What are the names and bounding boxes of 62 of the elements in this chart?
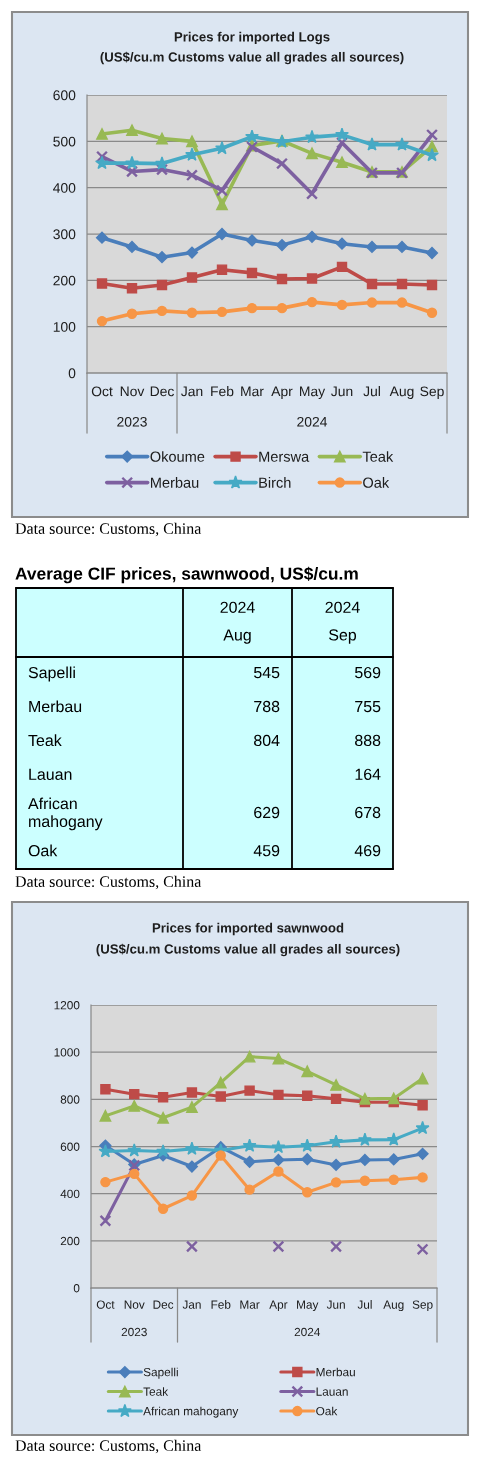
text: Average CIF prices, sawnwood, US$/cu.m — [15, 566, 358, 584]
y-tick-label: 0 — [68, 368, 76, 379]
legend-label: Birch — [259, 477, 291, 488]
y-tick-label: 800 — [60, 1095, 80, 1104]
y-tick-label: 400 — [60, 1189, 80, 1199]
x-tick-label: Jul — [363, 386, 380, 397]
y-tick-label: 1000 — [54, 1048, 80, 1057]
y-tick-label: 600 — [60, 1142, 80, 1151]
x-tick-label: Aug — [389, 386, 414, 399]
x-tick-label: Aug — [383, 1300, 404, 1312]
x-tick-label: Dec — [153, 1300, 174, 1309]
x-tick-label: Apr — [269, 1300, 288, 1312]
legend-label: African mahogany — [143, 1406, 239, 1418]
x-tick-label: Oct — [91, 386, 113, 397]
legend-label: Oak — [363, 477, 390, 488]
text: 2024 — [294, 1327, 321, 1337]
chart-title: Prices for imported Logs — [174, 31, 330, 45]
x-tick-label: Jan — [181, 386, 203, 397]
chart-subtitle: (US$/cu.m Customs value all grades all sources) — [96, 943, 400, 957]
text: 2024 — [297, 416, 328, 427]
text: 2023 — [121, 1327, 147, 1337]
y-tick-label: 500 — [53, 136, 76, 147]
x-tick-label: Jan — [182, 1300, 201, 1309]
y-tick-label: 0 — [73, 1284, 80, 1293]
x-tick-label: Mar — [241, 386, 264, 397]
x-tick-label: Nov — [124, 1300, 145, 1309]
text: 2023 — [117, 416, 147, 427]
source-note: Data source: Customs, China — [15, 1439, 202, 1454]
x-tick-label: Sep — [412, 1300, 433, 1312]
legend-label: Okoume — [150, 451, 205, 462]
x-tick-label: Nov — [120, 386, 145, 397]
y-tick-label: 200 — [60, 1236, 80, 1246]
y-tick-label: 100 — [53, 322, 76, 332]
legend-label: Lauan — [316, 1387, 348, 1396]
x-tick-label: Dec — [150, 386, 174, 397]
legend-label: Teak — [143, 1387, 169, 1396]
x-tick-label: Oct — [96, 1300, 115, 1309]
legend-label: Oak — [316, 1406, 338, 1416]
x-tick-label: Sep — [420, 386, 444, 399]
y-tick-label: 200 — [53, 275, 76, 286]
source-note: Data source: Customs, China — [15, 522, 202, 537]
chart-title: Prices for imported sawnwood — [152, 922, 344, 936]
y-tick-label: 300 — [53, 229, 76, 240]
x-tick-label: Mar — [240, 1300, 260, 1309]
legend-label: Merswa — [259, 451, 310, 462]
source-note: Data source: Customs, China — [15, 875, 202, 890]
legend-label: Merbau — [316, 1367, 355, 1377]
y-tick-label: 1200 — [54, 1001, 80, 1010]
x-tick-label: Feb — [211, 1300, 231, 1309]
x-tick-label: Feb — [211, 386, 234, 397]
legend-label: Teak — [362, 451, 394, 462]
legend-label: Merbau — [151, 477, 199, 488]
legend-label: Sapelli — [143, 1367, 178, 1379]
x-tick-label: Apr — [271, 386, 293, 399]
x-tick-label: Jun — [326, 1300, 345, 1309]
chart-subtitle: (US$/cu.m Customs value all grades all sources) — [100, 51, 404, 65]
x-tick-label: May — [297, 1300, 319, 1312]
x-tick-label: Jul — [357, 1300, 372, 1309]
x-tick-label: May — [300, 386, 326, 399]
x-tick-label: Jun — [331, 386, 353, 397]
y-tick-label: 400 — [53, 183, 76, 193]
y-tick-label: 600 — [53, 90, 76, 101]
